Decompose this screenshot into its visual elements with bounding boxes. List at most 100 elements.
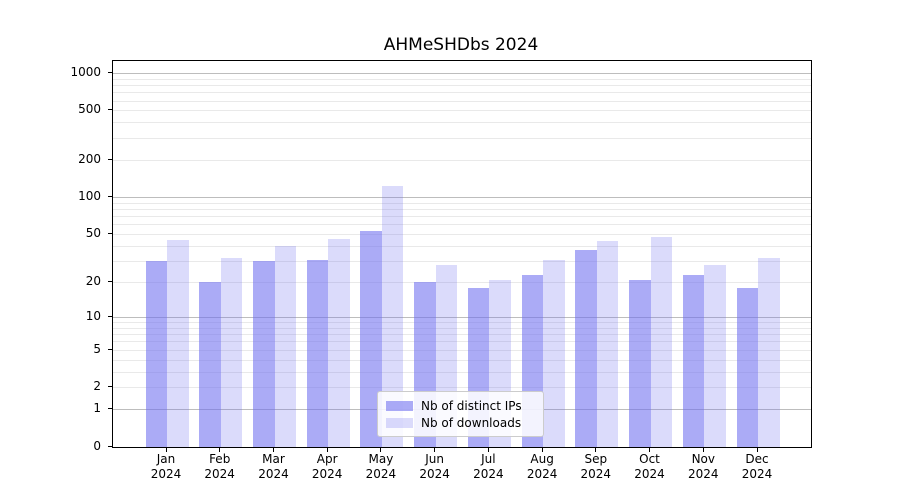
- x-tick-year: 2024: [150, 467, 182, 481]
- gridline-major: [113, 197, 811, 198]
- gridline-minor: [113, 216, 811, 217]
- bar-dec-distinct-ips: [736, 287, 758, 447]
- x-tick-mark: [702, 448, 704, 452]
- bar-may-downloads: [381, 185, 404, 447]
- gridline-minor: [113, 122, 811, 124]
- x-tick-label: Sep 2024: [564, 452, 628, 482]
- x-tick-month: Jul: [481, 452, 496, 466]
- bar-jan-downloads: [167, 240, 189, 447]
- x-tick-month: Aug: [530, 452, 554, 466]
- x-tick-label: Jul 2024: [456, 452, 520, 482]
- gridline-minor: [113, 85, 811, 86]
- gridline-minor: [113, 233, 811, 235]
- x-tick-mark: [326, 448, 328, 452]
- y-tick-label: 5: [93, 341, 101, 356]
- gridline-minor: [113, 245, 811, 247]
- x-tick-label: Oct 2024: [618, 452, 682, 482]
- y-tick-mark: [108, 445, 112, 447]
- x-tick-label: Dec 2024: [725, 452, 789, 482]
- x-tick-month: Jun: [425, 452, 444, 466]
- x-tick-mark: [541, 448, 543, 452]
- y-tick-mark: [108, 158, 112, 160]
- bar-apr-downloads: [328, 238, 350, 447]
- y-tick-mark: [108, 348, 112, 350]
- x-tick-month: Sep: [584, 452, 608, 466]
- x-tick-year: 2024: [580, 467, 612, 481]
- gridline-minor: [113, 224, 811, 226]
- x-tick-month: Apr: [316, 452, 338, 466]
- x-tick-label: Jan 2024: [134, 452, 198, 482]
- y-tick-label: 1: [93, 401, 101, 415]
- gridline-minor: [113, 202, 811, 204]
- gridline-minor: [113, 322, 811, 323]
- bar-mar-downloads: [274, 246, 296, 447]
- x-tick-month: Nov: [691, 452, 715, 466]
- x-tick-month: Feb: [209, 452, 231, 466]
- x-tick-mark: [595, 448, 597, 452]
- y-tick-label: 50: [85, 225, 101, 240]
- legend-color-patch: [386, 417, 413, 428]
- x-tick-year: 2024: [311, 467, 343, 481]
- legend: Nb of distinct IPs Nb of downloads: [377, 391, 544, 437]
- x-tick-year: 2024: [204, 467, 235, 481]
- x-tick-year: 2024: [365, 467, 397, 481]
- x-tick-year: 2024: [473, 467, 504, 481]
- legend-entry: Nb of distinct IPs: [386, 398, 535, 413]
- bar-nov-distinct-ips: [682, 275, 705, 447]
- bar-oct-downloads: [650, 236, 672, 447]
- x-tick-month: Dec: [745, 452, 769, 466]
- x-tick-label: Mar 2024: [242, 452, 306, 482]
- y-tick-mark: [108, 71, 112, 73]
- y-tick-mark: [108, 280, 112, 282]
- x-tick-label: May 2024: [349, 452, 413, 482]
- gridline-minor: [113, 334, 811, 336]
- x-tick-year: 2024: [419, 467, 450, 481]
- x-tick-year: 2024: [526, 467, 558, 481]
- gridline-minor: [113, 208, 811, 210]
- legend-label: Nb of distinct IPs: [421, 398, 522, 413]
- bar-feb-distinct-ips: [199, 282, 221, 447]
- gridline-minor: [113, 371, 811, 373]
- gridline-minor: [113, 281, 811, 283]
- bar-oct-distinct-ips: [629, 279, 651, 447]
- x-tick-label: Aug 2024: [510, 452, 574, 482]
- y-tick-mark: [108, 408, 112, 409]
- x-tick-month: Oct: [639, 452, 660, 466]
- bar-aug-downloads: [543, 259, 565, 447]
- y-tick-label: 2: [93, 379, 101, 394]
- gridline-minor: [113, 137, 811, 139]
- y-tick-mark: [108, 315, 112, 317]
- gridline-minor: [113, 78, 811, 80]
- gridline-minor: [113, 387, 811, 389]
- bar-nov-downloads: [704, 264, 726, 447]
- y-tick-mark: [108, 109, 112, 111]
- legend-label: Nb of downloads: [421, 415, 522, 430]
- x-tick-label: Apr 2024: [295, 452, 359, 482]
- bar-sep-downloads: [596, 241, 619, 447]
- chart-title: AHMeSHDbs 2024: [383, 35, 539, 55]
- gridline-minor: [113, 260, 811, 262]
- y-tick-label: 10: [85, 308, 101, 323]
- x-tick-mark: [434, 448, 436, 452]
- gridline-major: [113, 72, 811, 74]
- x-tick-month: Mar: [262, 452, 285, 466]
- legend-entry: Nb of downloads: [386, 415, 535, 430]
- x-tick-mark: [756, 448, 758, 452]
- x-tick-year: 2024: [688, 467, 719, 481]
- gridline-minor: [113, 359, 811, 361]
- y-tick-label: 100: [78, 189, 101, 203]
- y-tick-label: 0: [93, 438, 101, 453]
- x-tick-label: Jun 2024: [403, 452, 467, 482]
- x-tick-mark: [380, 448, 382, 452]
- x-tick-year: 2024: [634, 467, 665, 481]
- bar-jan-distinct-ips: [145, 261, 167, 447]
- gridline-minor: [113, 159, 811, 161]
- bar-apr-distinct-ips: [306, 259, 329, 447]
- x-tick-mark: [219, 448, 221, 452]
- x-tick-mark: [165, 448, 167, 452]
- bar-feb-downloads: [220, 257, 243, 447]
- gridline-minor: [113, 341, 811, 343]
- x-tick-label: Feb 2024: [188, 452, 252, 482]
- bar-may-distinct-ips: [360, 231, 382, 447]
